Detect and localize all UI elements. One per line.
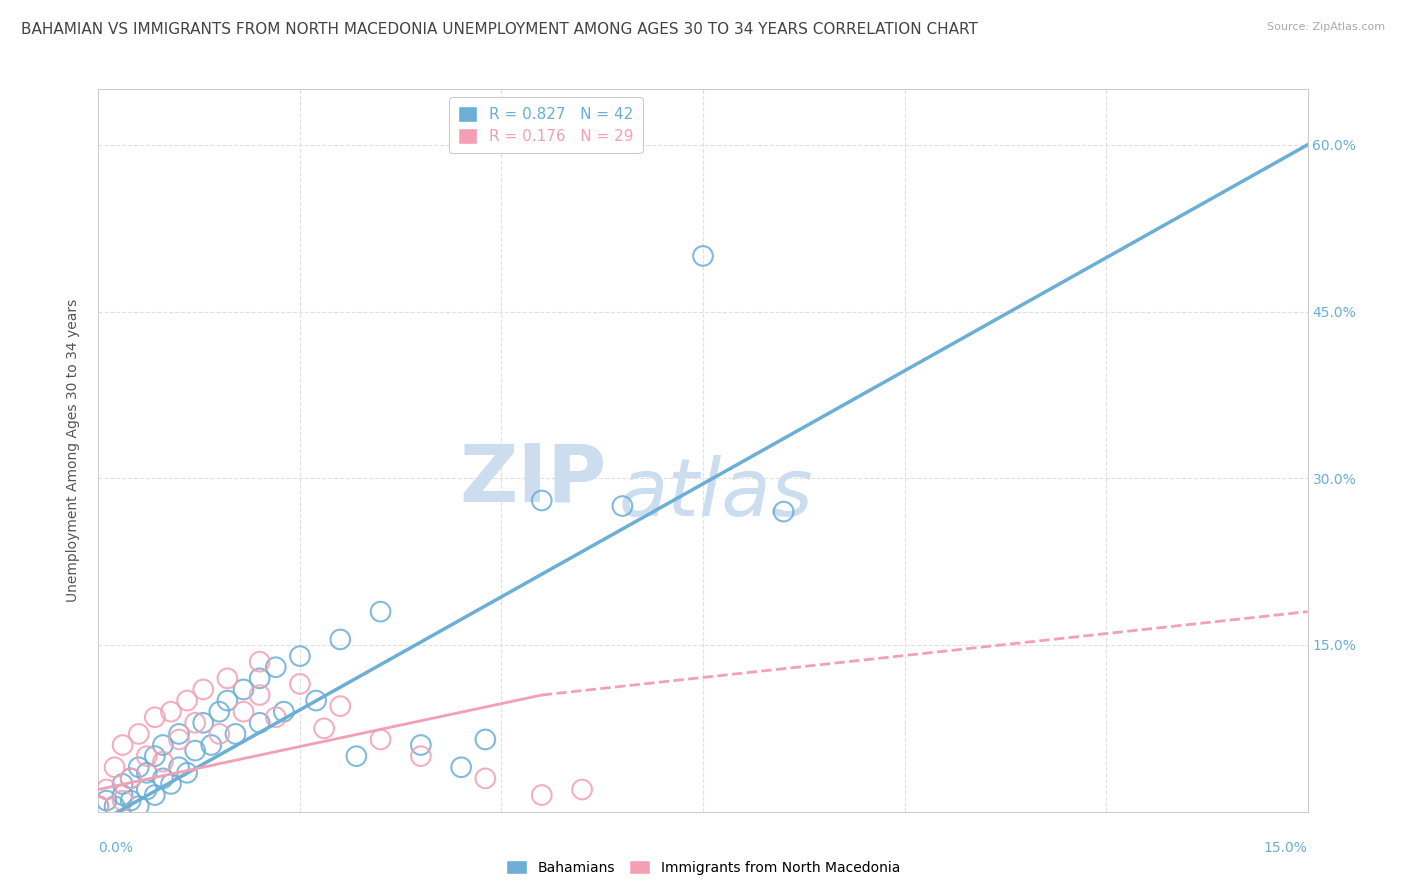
Point [249, 688, 271, 702]
Point [692, 249, 714, 263]
Point [135, 782, 157, 797]
Point [128, 799, 150, 814]
Point [305, 693, 328, 707]
Point [530, 788, 553, 802]
Point [167, 727, 190, 741]
Point [571, 782, 593, 797]
Text: 15.0%: 15.0% [1264, 840, 1308, 855]
Point [111, 794, 134, 808]
Point [143, 710, 166, 724]
Point [474, 772, 496, 786]
Point [87, 799, 110, 814]
Point [96, 794, 118, 808]
Point [217, 693, 239, 707]
Point [264, 660, 287, 674]
Point [249, 715, 271, 730]
Point [224, 727, 246, 741]
Point [249, 655, 271, 669]
Point [329, 699, 352, 714]
Legend: R = 0.827   N = 42, R = 0.176   N = 29: R = 0.827 N = 42, R = 0.176 N = 29 [449, 97, 643, 153]
Y-axis label: Unemployment Among Ages 30 to 34 years: Unemployment Among Ages 30 to 34 years [66, 299, 80, 602]
Point [193, 682, 215, 697]
Point [208, 705, 231, 719]
Point [772, 505, 794, 519]
Point [152, 755, 174, 769]
Point [152, 738, 174, 752]
Text: 0.0%: 0.0% [98, 840, 134, 855]
Point [143, 788, 166, 802]
Point [96, 782, 118, 797]
Point [450, 760, 472, 774]
Point [474, 732, 496, 747]
Point [329, 632, 352, 647]
Text: ZIP: ZIP [458, 441, 606, 518]
Point [160, 777, 183, 791]
Point [111, 738, 134, 752]
Point [167, 760, 190, 774]
Point [249, 671, 271, 685]
Point [120, 772, 142, 786]
Point [288, 677, 311, 691]
Point [184, 715, 207, 730]
Point [193, 715, 215, 730]
Point [103, 799, 125, 814]
Point [120, 772, 142, 786]
Point [208, 727, 231, 741]
Point [160, 705, 183, 719]
Point [103, 760, 125, 774]
Point [128, 760, 150, 774]
Text: BAHAMIAN VS IMMIGRANTS FROM NORTH MACEDONIA UNEMPLOYMENT AMONG AGES 30 TO 34 YEA: BAHAMIAN VS IMMIGRANTS FROM NORTH MACEDO… [21, 22, 979, 37]
Point [184, 743, 207, 757]
Point [530, 493, 553, 508]
Point [273, 705, 295, 719]
Point [111, 777, 134, 791]
Point [612, 499, 634, 513]
Point [409, 749, 432, 764]
Text: Source: ZipAtlas.com: Source: ZipAtlas.com [1267, 22, 1385, 32]
Point [176, 693, 198, 707]
Point [409, 738, 432, 752]
Point [232, 682, 254, 697]
Point [176, 765, 198, 780]
Point [143, 749, 166, 764]
Point [135, 765, 157, 780]
Point [128, 727, 150, 741]
Point [344, 749, 367, 764]
Point [200, 738, 222, 752]
Point [288, 649, 311, 664]
Point [152, 772, 174, 786]
Point [135, 749, 157, 764]
Text: atlas: atlas [619, 455, 813, 533]
Point [314, 722, 336, 736]
Point [370, 605, 392, 619]
Point [264, 710, 287, 724]
Point [87, 799, 110, 814]
Point [370, 732, 392, 747]
Legend: Bahamians, Immigrants from North Macedonia: Bahamians, Immigrants from North Macedon… [501, 855, 905, 880]
Point [217, 671, 239, 685]
Point [120, 794, 142, 808]
Point [232, 705, 254, 719]
Point [167, 732, 190, 747]
Point [111, 788, 134, 802]
